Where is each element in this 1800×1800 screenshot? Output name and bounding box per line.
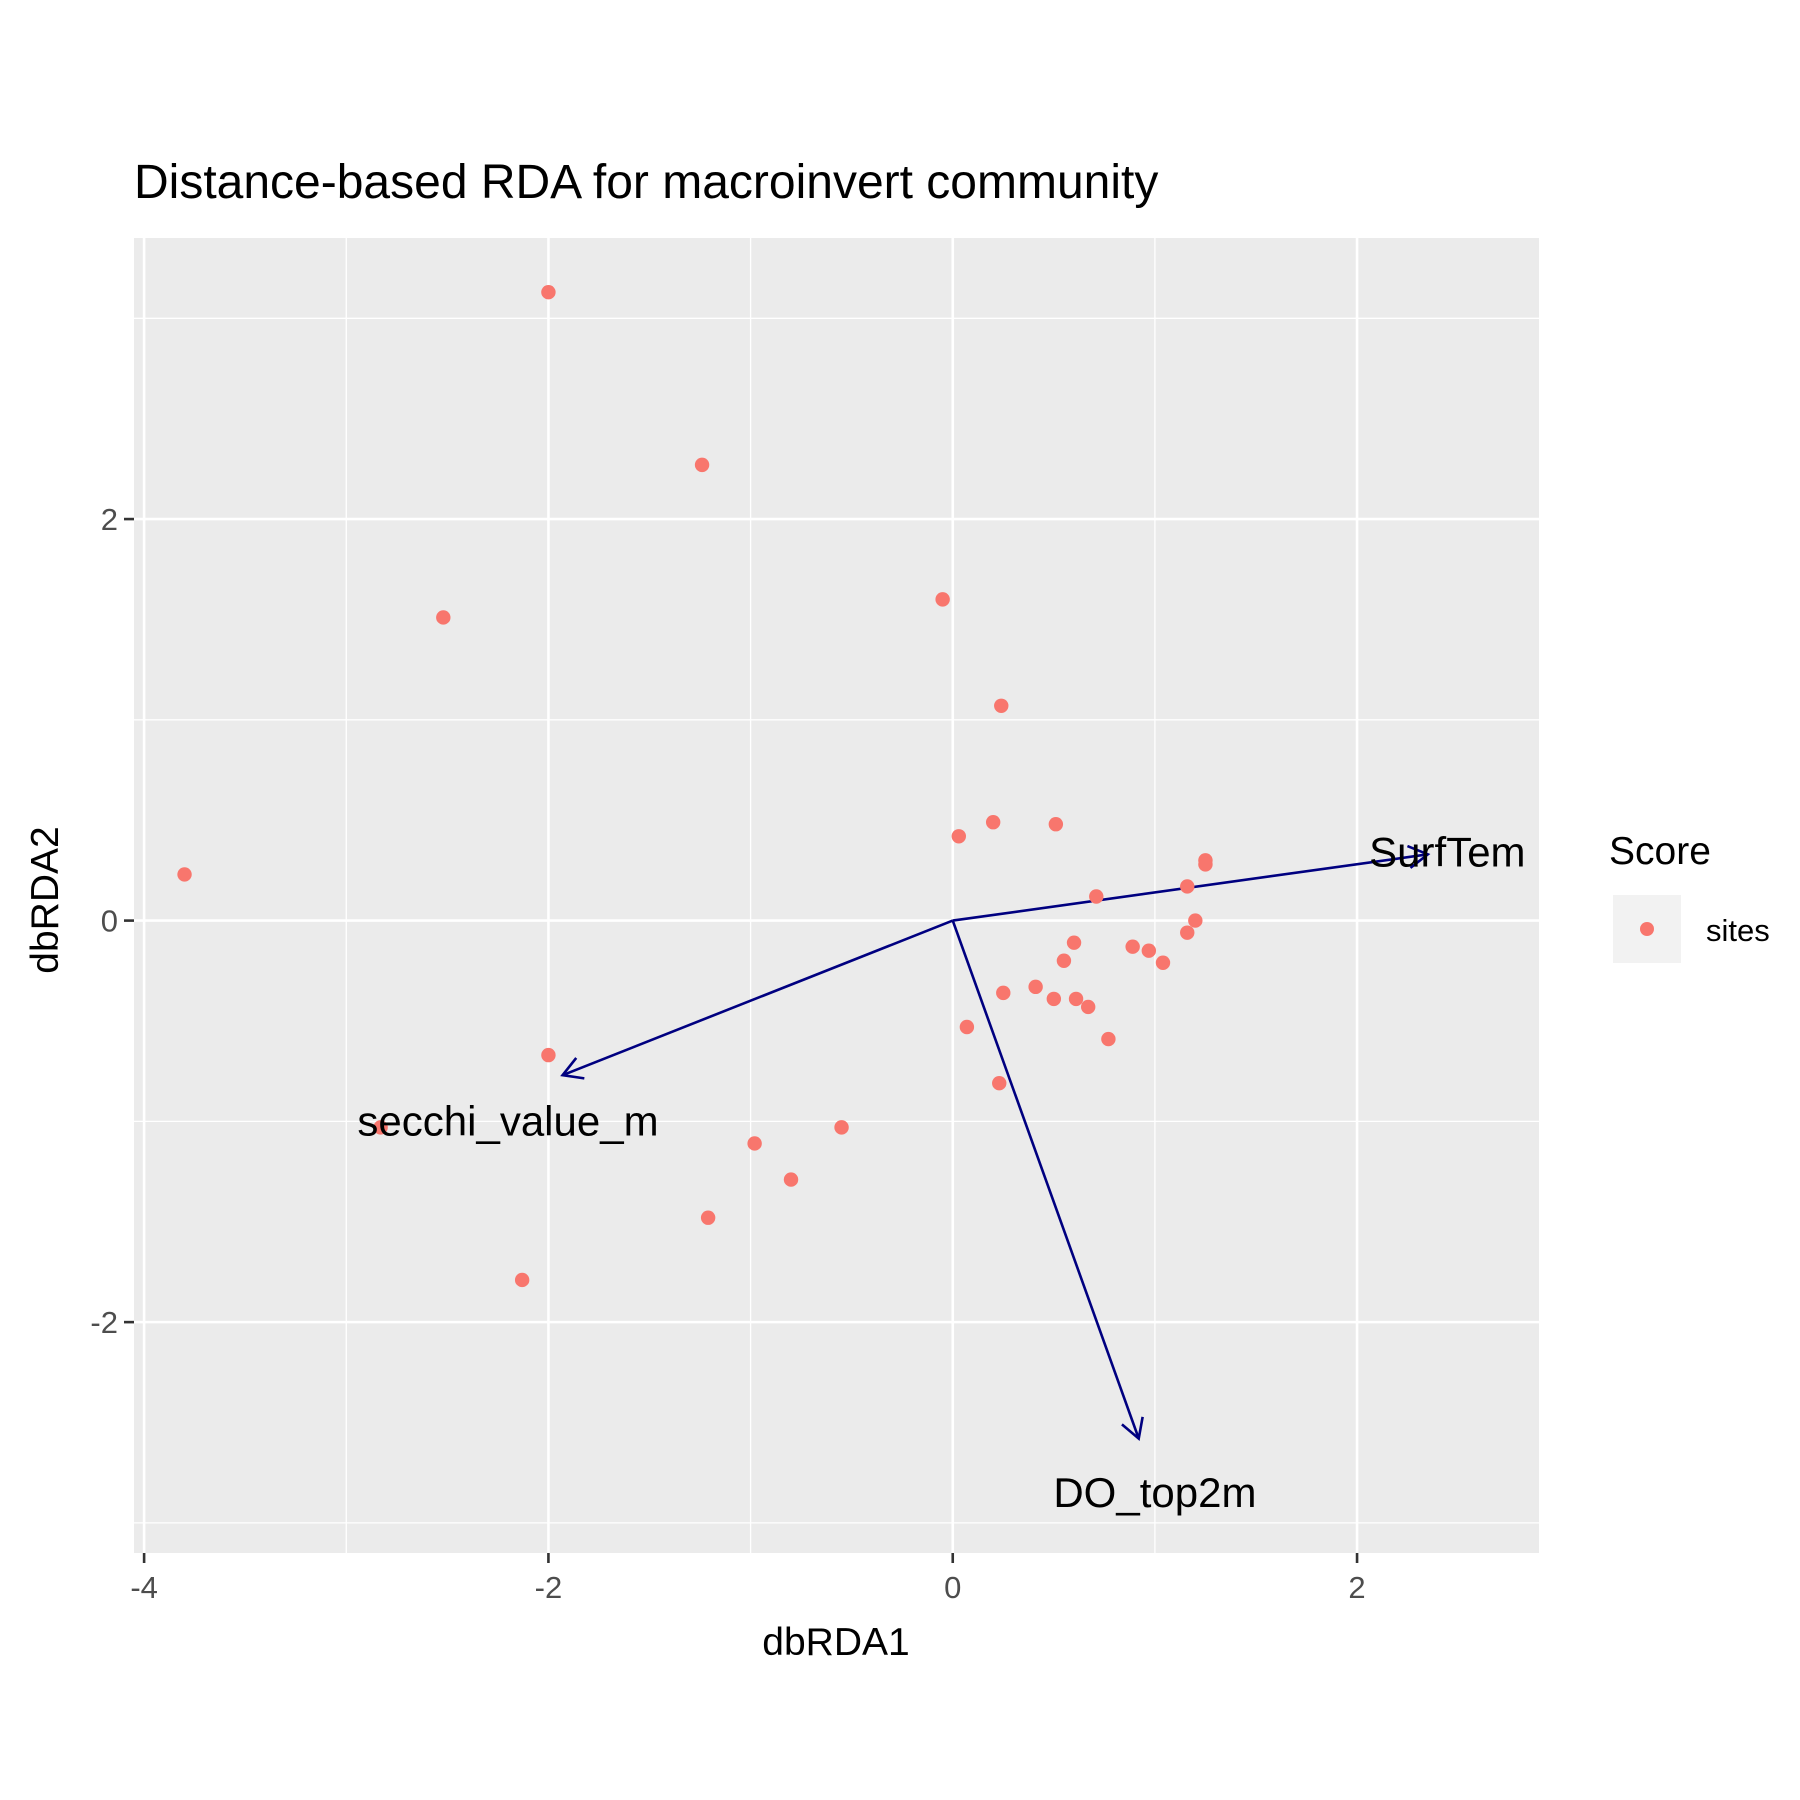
- site-point: [514, 1272, 530, 1288]
- legend-label-sites: sites: [1706, 913, 1770, 948]
- arrow-label: DO_top2m: [1053, 1469, 1256, 1516]
- legend: Score sites: [1609, 830, 1770, 963]
- site-point: [1080, 999, 1096, 1015]
- arrow-shaft: [562, 919, 954, 1077]
- site-point: [1046, 991, 1062, 1007]
- site-point: [1141, 943, 1157, 958]
- y-tick-label: 2: [101, 502, 118, 537]
- site-point: [992, 1076, 1007, 1091]
- site-point: [1180, 879, 1195, 894]
- legend-title: Score: [1609, 830, 1711, 873]
- arrow-shaft: [951, 920, 1140, 1440]
- site-point: [1155, 955, 1171, 970]
- y-axis-title: dbRDA2: [24, 826, 67, 973]
- y-tick-label: -2: [90, 1305, 118, 1340]
- site-point: [959, 1019, 975, 1035]
- site-point: [747, 1136, 762, 1151]
- site-point: [996, 985, 1011, 1001]
- arrow-labels: SurfTem secchi_value_m DO_top2m: [357, 828, 1525, 1515]
- site-point: [700, 1210, 716, 1225]
- arrow-head: [1121, 1416, 1144, 1442]
- site-point: [1188, 913, 1203, 928]
- site-point: [541, 285, 556, 300]
- site-point: [1066, 935, 1082, 950]
- site-point: [1125, 939, 1140, 954]
- site-point: [1048, 817, 1064, 832]
- arrow-label: secchi_value_m: [357, 1097, 658, 1144]
- plot-panel: [134, 238, 1539, 1553]
- site-point: [1056, 953, 1072, 968]
- y-tick-label: 0: [101, 904, 118, 939]
- site-point: [541, 1047, 556, 1063]
- legend-key-point: [1640, 922, 1654, 936]
- site-point: [1101, 1031, 1116, 1047]
- site-point: [1068, 991, 1084, 1007]
- x-axis: -4 -2 0 2: [130, 1553, 1366, 1605]
- arrow-head: [560, 1057, 585, 1080]
- x-tick-label: 2: [1348, 1570, 1365, 1605]
- x-tick-label: -4: [130, 1570, 158, 1605]
- site-point: [1198, 857, 1213, 872]
- chart-title: Distance-based RDA for macroinvert commu…: [134, 156, 1158, 209]
- site-point: [373, 1120, 388, 1135]
- site-point: [994, 698, 1009, 713]
- site-point: [985, 815, 1001, 830]
- site-point: [783, 1172, 799, 1187]
- arrow-label: SurfTem: [1369, 828, 1525, 875]
- site-point: [1089, 889, 1104, 904]
- site-point: [436, 610, 451, 625]
- grid-lines: [134, 238, 1539, 1553]
- y-axis: -2 0 2: [90, 502, 134, 1340]
- x-tick-label: -2: [535, 1570, 563, 1605]
- site-point: [834, 1120, 849, 1135]
- site-point: [694, 457, 710, 473]
- site-point: [1028, 979, 1043, 995]
- site-point: [177, 867, 192, 882]
- x-axis-title: dbRDA1: [762, 1621, 909, 1664]
- site-point: [951, 829, 967, 844]
- x-tick-label: 0: [944, 1570, 961, 1605]
- site-point: [1180, 925, 1195, 940]
- site-point: [935, 592, 950, 607]
- arrow-head: [1406, 844, 1431, 869]
- site-points: [177, 285, 1213, 1288]
